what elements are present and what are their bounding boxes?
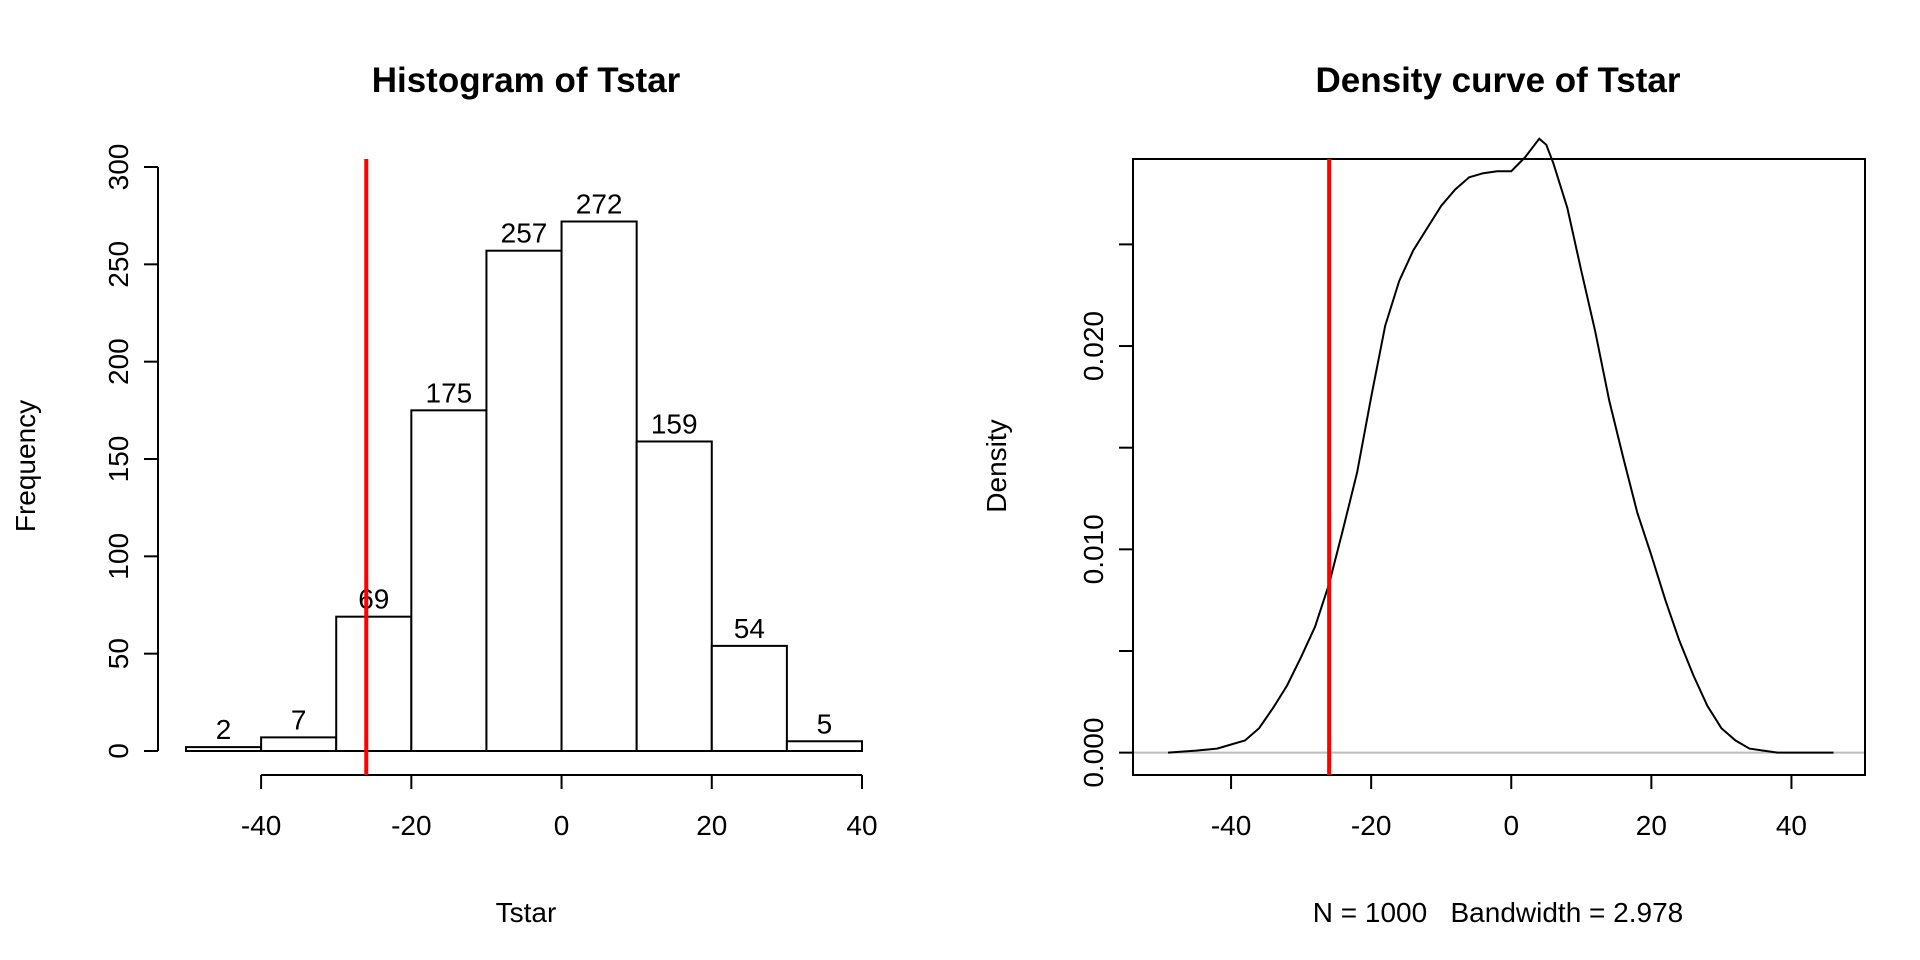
histogram-x-tick-label: -40	[241, 810, 281, 841]
histogram-bar-labels: 2 7 69 175 257 272 159 54 5	[216, 189, 832, 746]
density-x-axis-label: N = 1000 Bandwidth = 2.978	[1313, 897, 1684, 928]
density-x-axis: -40 -20 0 20 40	[1211, 775, 1807, 841]
histogram-x-axis-label: Tstar	[496, 897, 557, 928]
density-y-axis-label: Density	[981, 419, 1012, 512]
density-x-tick-label: -40	[1211, 810, 1251, 841]
histogram-y-tick-label: 200	[103, 338, 134, 385]
histogram-bar	[560, 220, 638, 753]
histogram-y-tick-label: 300	[103, 144, 134, 191]
histogram-y-tick-label: 0	[103, 743, 134, 759]
density-panel: Density curve of Tstar -40 -20 0 20 40 0.000…	[981, 61, 1866, 928]
histogram-bar	[185, 746, 263, 753]
histogram-y-tick-label: 250	[103, 241, 134, 288]
density-x-tick-label: 0	[1503, 810, 1519, 841]
density-x-tick-label: 20	[1636, 810, 1667, 841]
histogram-y-axis: 0 50 100 150 200 250 300	[103, 144, 159, 759]
density-x-tick-label: 40	[1776, 810, 1807, 841]
histogram-bar	[710, 644, 788, 753]
density-y-tick-label: 0.000	[1078, 718, 1109, 788]
histogram-bar	[635, 440, 713, 752]
histogram-bar-label: 7	[291, 704, 307, 735]
density-plot-box	[1132, 158, 1866, 776]
density-curve	[1167, 137, 1834, 754]
histogram-y-axis-label: Frequency	[10, 400, 41, 532]
histogram-bar-label: 272	[576, 189, 623, 220]
histogram-bar-label: 2	[216, 714, 232, 745]
histogram-bars	[185, 220, 864, 753]
histogram-bar-label: 54	[734, 613, 765, 644]
histogram-x-tick-label: -20	[391, 810, 431, 841]
density-y-axis: 0.000 0.010 0.020	[1078, 243, 1133, 788]
density-y-tick-label: 0.010	[1078, 514, 1109, 584]
histogram-x-tick-label: 20	[696, 810, 727, 841]
histogram-y-tick-label: 50	[103, 638, 134, 669]
histogram-y-tick-label: 100	[103, 533, 134, 580]
histogram-bar-label: 175	[426, 377, 473, 408]
density-x-tick-label: -20	[1351, 810, 1391, 841]
histogram-x-axis: -40 -20 0 20 40	[241, 774, 878, 841]
histogram-bar-label: 159	[651, 408, 698, 439]
histogram-bar	[785, 740, 864, 752]
histogram-y-tick-label: 150	[103, 436, 134, 483]
histogram-bar	[485, 249, 563, 752]
histogram-x-tick-label: 0	[554, 810, 570, 841]
histogram-x-tick-label: 40	[846, 810, 877, 841]
histogram-bar	[260, 736, 338, 753]
histogram-bar-label: 257	[501, 218, 548, 249]
density-title: Density curve of Tstar	[1315, 61, 1680, 100]
histogram-title: Histogram of Tstar	[372, 61, 681, 100]
histogram-bar-label: 5	[817, 708, 833, 739]
histogram-bar	[335, 615, 413, 752]
histogram-bar	[410, 409, 488, 752]
density-y-tick-label: 0.020	[1078, 311, 1109, 381]
histogram-panel: Histogram of Tstar 2 7 69 175 257 272 159 54 5 -…	[10, 61, 878, 928]
histogram-bar-label: 69	[358, 584, 389, 615]
